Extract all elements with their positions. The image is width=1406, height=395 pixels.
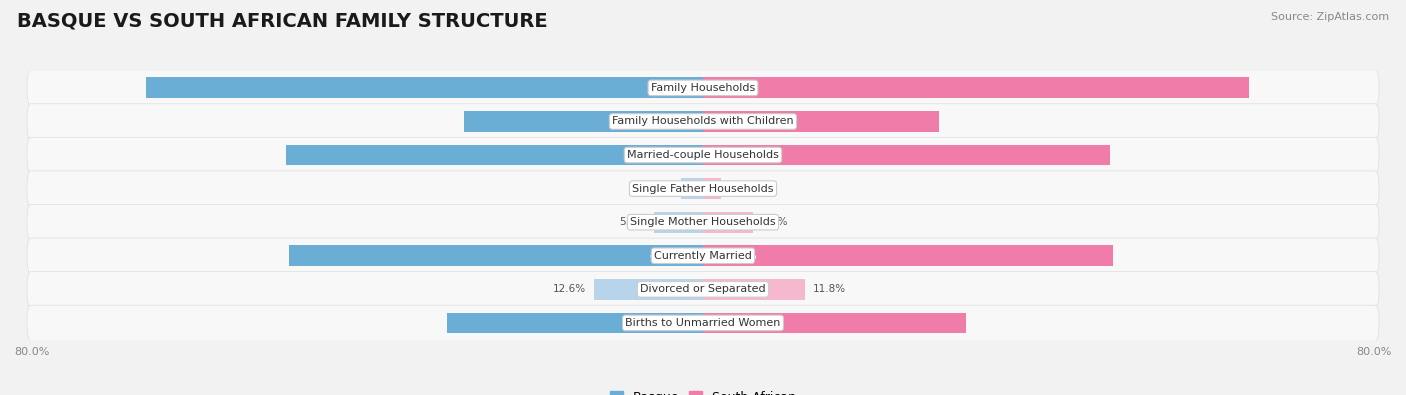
Text: 5.8%: 5.8% [762,217,787,227]
Text: 80.0%: 80.0% [14,347,49,357]
FancyBboxPatch shape [27,171,1379,206]
Text: 48.4%: 48.4% [650,150,686,160]
FancyBboxPatch shape [27,205,1379,240]
Text: 27.4%: 27.4% [720,117,756,126]
Text: 47.6%: 47.6% [720,251,756,261]
FancyBboxPatch shape [27,137,1379,173]
Bar [287,145,703,166]
Bar [595,279,703,300]
Text: 48.1%: 48.1% [650,251,686,261]
Bar [703,178,721,199]
Bar [146,77,703,98]
Bar [654,212,703,233]
Text: Births to Unmarried Women: Births to Unmarried Women [626,318,780,328]
Text: Single Mother Households: Single Mother Households [630,217,776,227]
Text: Family Households with Children: Family Households with Children [612,117,794,126]
Legend: Basque, South African: Basque, South African [605,386,801,395]
Text: 80.0%: 80.0% [1357,347,1392,357]
Bar [703,312,966,333]
Bar [703,279,804,300]
Text: BASQUE VS SOUTH AFRICAN FAMILY STRUCTURE: BASQUE VS SOUTH AFRICAN FAMILY STRUCTURE [17,12,547,31]
Text: Divorced or Separated: Divorced or Separated [640,284,766,294]
Bar [447,312,703,333]
FancyBboxPatch shape [27,104,1379,139]
Text: Source: ZipAtlas.com: Source: ZipAtlas.com [1271,12,1389,22]
Text: 27.7%: 27.7% [650,117,686,126]
Text: 64.7%: 64.7% [650,83,686,93]
Text: 63.4%: 63.4% [720,83,756,93]
Text: 11.8%: 11.8% [813,284,846,294]
Text: Currently Married: Currently Married [654,251,752,261]
Text: 12.6%: 12.6% [553,284,586,294]
Bar [703,212,754,233]
Text: 2.1%: 2.1% [730,184,756,194]
Text: 30.5%: 30.5% [720,318,756,328]
Text: Family Households: Family Households [651,83,755,93]
Text: 47.3%: 47.3% [720,150,756,160]
Bar [703,245,1114,266]
FancyBboxPatch shape [27,305,1379,340]
FancyBboxPatch shape [27,70,1379,105]
Bar [703,77,1249,98]
FancyBboxPatch shape [27,238,1379,273]
Text: 5.7%: 5.7% [619,217,645,227]
Bar [464,111,703,132]
Bar [703,145,1111,166]
Bar [703,111,939,132]
Text: 29.7%: 29.7% [650,318,686,328]
Bar [682,178,703,199]
Text: Single Father Households: Single Father Households [633,184,773,194]
Text: 2.5%: 2.5% [647,184,673,194]
FancyBboxPatch shape [27,272,1379,307]
Text: Married-couple Households: Married-couple Households [627,150,779,160]
Bar [288,245,703,266]
